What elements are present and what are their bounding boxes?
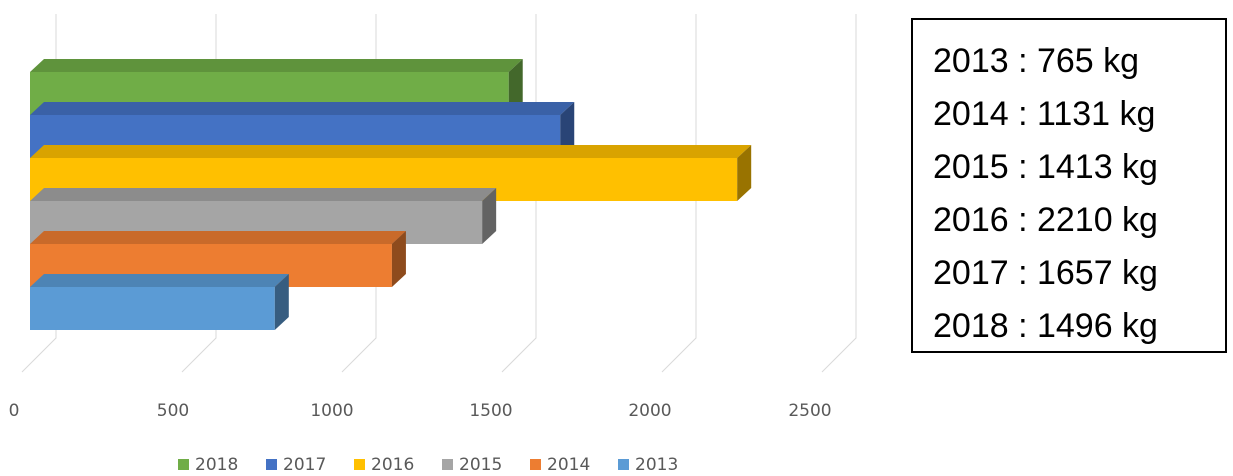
x-tick-label: 0 — [9, 401, 20, 421]
x-tick-label: 500 — [157, 401, 189, 421]
legend-swatch — [530, 459, 541, 470]
bar-end-face — [482, 188, 497, 244]
bar-top-face — [30, 231, 406, 244]
legend-swatch — [354, 459, 365, 470]
bar-end-face — [737, 145, 752, 201]
totals-box: 2013 : 765 kg 2014 : 1131 kg 2015 : 1413… — [911, 18, 1227, 353]
total-line-2013: 2013 : 765 kg — [933, 42, 1140, 80]
total-line-2015: 2015 : 1413 kg — [933, 148, 1158, 186]
bar-end-face — [560, 102, 575, 158]
legend-item-2016: 2016 — [354, 455, 414, 475]
legend-label: 2017 — [283, 455, 326, 475]
legend-swatch — [442, 459, 453, 470]
bar-top-face — [30, 145, 752, 158]
bar-top-face — [30, 188, 497, 201]
gridline — [661, 14, 697, 373]
legend-item-2015: 2015 — [442, 455, 502, 475]
legend-item-2017: 2017 — [266, 455, 326, 475]
bar-chart: 0 500 1000 1500 2000 2500 2018 2017 2016 2015 201… — [9, 14, 857, 475]
legend-label: 2014 — [547, 455, 590, 475]
total-line-2018: 2018 : 1496 kg — [933, 307, 1158, 345]
legend-item-2013: 2013 — [618, 455, 678, 475]
bar-end-face — [391, 231, 406, 287]
legend-label: 2018 — [195, 455, 238, 475]
legend-item-2014: 2014 — [530, 455, 590, 475]
bar-2013 — [30, 274, 289, 330]
bar-front-face — [30, 287, 275, 330]
x-tick-label: 2500 — [788, 401, 831, 421]
gridline — [821, 14, 857, 373]
legend-label: 2015 — [459, 455, 502, 475]
x-tick-label: 1000 — [310, 401, 353, 421]
x-axis-ticks: 0 500 1000 1500 2000 2500 — [9, 401, 832, 421]
total-line-2016: 2016 : 2210 kg — [933, 201, 1158, 239]
legend-label: 2016 — [371, 455, 414, 475]
bars — [30, 59, 752, 330]
total-line-2014: 2014 : 1131 kg — [933, 95, 1156, 133]
legend-item-2018: 2018 — [178, 455, 238, 475]
legend: 2018 2017 2016 2015 2014 2013 — [178, 455, 678, 475]
x-tick-label: 2000 — [628, 401, 671, 421]
total-line-2017: 2017 : 1657 kg — [933, 254, 1158, 292]
bar-end-face — [508, 59, 523, 115]
legend-swatch — [266, 459, 277, 470]
bar-top-face — [30, 274, 289, 287]
bar-top-face — [30, 59, 523, 72]
bar-end-face — [274, 274, 289, 330]
bar-top-face — [30, 102, 575, 115]
legend-swatch — [178, 459, 189, 470]
x-tick-label: 1500 — [469, 401, 512, 421]
legend-swatch — [618, 459, 629, 470]
legend-label: 2013 — [635, 455, 678, 475]
